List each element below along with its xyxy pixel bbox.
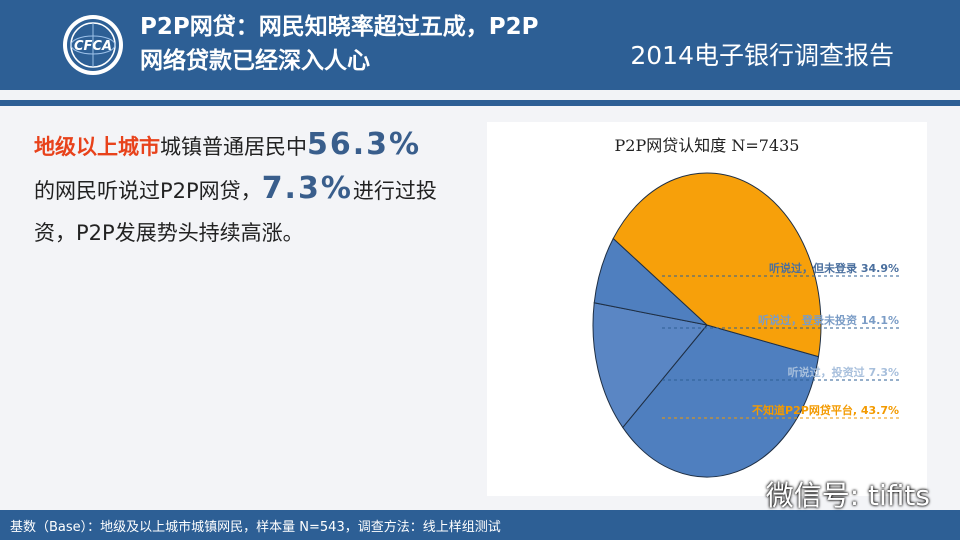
logo-text: CFCA [74,39,112,54]
pie-slice [612,172,822,358]
title-line-2: 网络贷款已经深入人心 [140,48,370,74]
highlight-city: 地级以上城市 [34,135,160,159]
stat-invested: 7.3% [261,171,353,206]
header-stripe [0,100,960,106]
stat-awareness: 56.3% [307,127,422,162]
page-title: P2P网贷：网民知晓率超过五成，P2P 网络贷款已经深入人心 [140,10,610,78]
header-bar: CFCA P2P网贷：网民知晓率超过五成，P2P 网络贷款已经深入人心 2014… [0,0,960,90]
cfca-logo: CFCA [63,15,123,75]
pie-slice [592,302,708,429]
slice-label: 听说过，投资过 7.3% [788,365,899,379]
watermark: 微信号: tifits [765,479,930,512]
text-heard: 的网民听说过P2P网贷， [34,179,262,203]
chart-title: P2P网贷认知度 N=7435 [614,136,800,155]
title-line-1: P2P网贷：网民知晓率超过五成，P2P [140,14,539,40]
slice-label: 听说过，登录未投资 14.1% [758,313,899,327]
text-trend: 进行过投资，P2P发展势头持续高涨。 [34,179,437,245]
slice-label: 不知道P2P网贷平台, 43.7% [752,403,899,417]
pie-slice [622,324,820,478]
footer-note: 基数（Base）：地级及以上城市城镇网民，样本量 N=543，调查方法：线上样组… [10,520,501,535]
text-residents: 城镇普通居民中 [160,135,307,159]
summary-text: 地级以上城市城镇普通居民中56.3% 的网民听说过P2P网贷，7.3%进行过投资… [34,124,474,254]
slice-label: 听说过，但未登录 34.9% [769,261,899,275]
report-title: 2014电子银行调查报告 [630,41,894,70]
chart-panel: P2P网贷认知度 N=7435 听说过，但未登录 34.9% 听说过，登录未投资 … [487,122,927,496]
pie-chart: 听说过，但未登录 34.9% 听说过，登录未投资 14.1% 听说过，投资过 7.3… [592,172,902,478]
footer-bar: 基数（Base）：地级及以上城市城镇网民，样本量 N=543，调查方法：线上样组… [0,510,960,540]
